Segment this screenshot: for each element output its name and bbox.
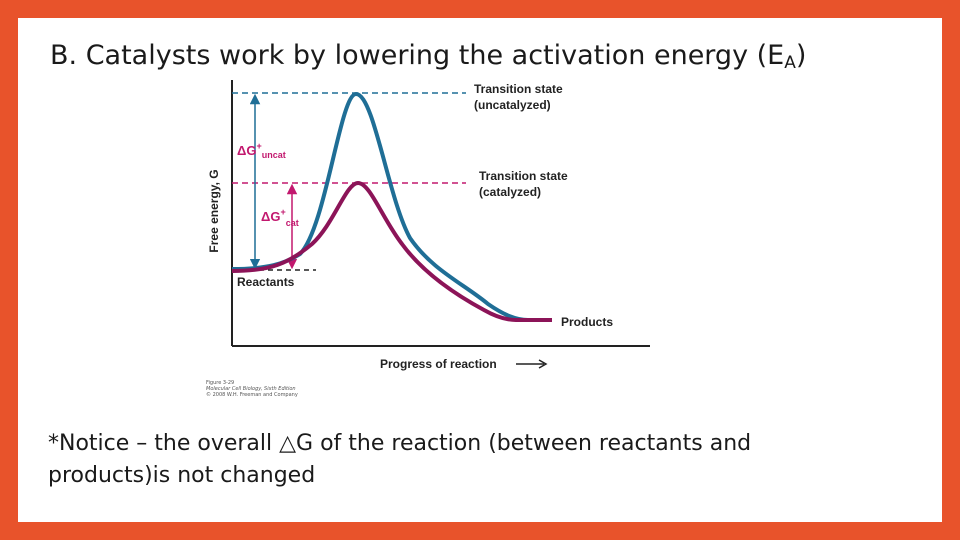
dg-cat-label: ΔG+cat: [261, 207, 299, 228]
notice-text: *Notice – the overall △G of the reaction…: [48, 428, 828, 492]
y-axis-label: Free energy, G: [207, 169, 221, 252]
products-label: Products: [561, 315, 613, 329]
dg-cat-sub: cat: [286, 218, 299, 228]
caption-line: Molecular Cell Biology, Sixth Edition: [206, 386, 296, 392]
x-axis-label: Progress of reaction: [380, 357, 497, 371]
ts-cat-label-1: Transition state: [479, 169, 568, 183]
dg-cat-symbol: ΔG: [261, 209, 280, 224]
catalyzed-curve: [231, 180, 552, 322]
notice-line-2: products)is not changed: [48, 463, 316, 488]
energy-diagram: Free energy, G Progress of reaction Tran…: [207, 80, 650, 371]
slide-panel: B. Catalysts work by lowering the activa…: [18, 18, 942, 522]
slide-title: B. Catalysts work by lowering the activa…: [50, 40, 806, 73]
ts-uncat-label-1: Transition state: [474, 82, 563, 96]
caption-line: Figure 3-29: [206, 380, 235, 386]
dg-uncat-label: ΔG+uncat: [237, 141, 286, 160]
title-text: B. Catalysts work by lowering the activa…: [50, 40, 785, 71]
x-axis-arrowhead: [538, 359, 548, 369]
dg-uncat-sup: +: [256, 141, 261, 151]
ts-uncat-label-2: (uncatalyzed): [474, 98, 551, 112]
dg-uncat-symbol: ΔG: [237, 143, 256, 158]
figure-caption: Figure 3-29 Molecular Cell Biology, Sixt…: [206, 380, 298, 398]
dg-uncat-sub: uncat: [262, 150, 286, 160]
reactants-label: Reactants: [237, 275, 295, 289]
dg-cat-sup: +: [280, 207, 285, 217]
caption-line: © 2008 W.H. Freeman and Company: [206, 392, 298, 398]
title-subscript: A: [784, 53, 796, 73]
notice-line-1: *Notice – the overall △G of the reaction…: [48, 431, 752, 456]
ts-cat-label-2: (catalyzed): [479, 185, 541, 199]
title-end: ): [795, 40, 807, 71]
